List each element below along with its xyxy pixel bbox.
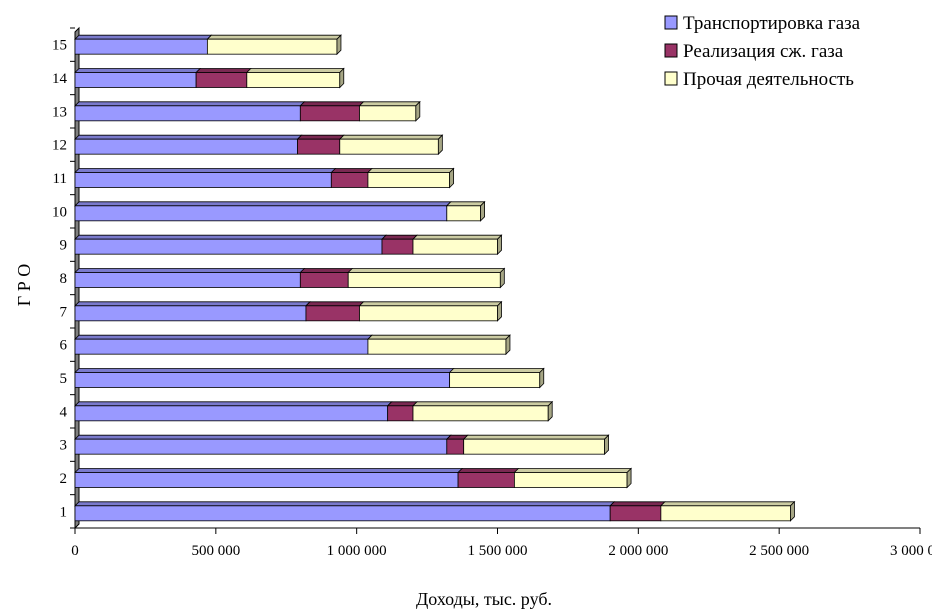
x-axis-title: Доходы, тыс. руб. [416,589,552,609]
legend-label-liquefied-gas: Реализация сж. газа [683,41,844,62]
legend-swatch-other [664,71,678,86]
category-label: 14 [52,71,68,87]
bar-segment [366,334,511,356]
bar-segment [358,300,503,322]
bar-segment [74,334,373,355]
category-label: 7 [60,304,68,320]
bar-segment [74,401,393,422]
bar-segment [366,167,455,189]
bar-segment [347,267,506,289]
category-label: 15 [52,38,67,54]
bar-segment [462,434,610,456]
bar-segment [74,101,306,122]
bar-segment [412,234,503,256]
bar-segment [74,134,303,155]
bar-segment [412,400,554,422]
x-tick-label: 3 000 000 [890,543,932,559]
legend-label-other: Прочая деятельность [683,69,854,90]
bar-segment [330,168,373,188]
x-tick-label: 1 000 000 [327,543,387,559]
category-label: 2 [60,471,68,487]
legend-swatch-liquefied-gas [664,43,678,58]
legend-swatch-transport [664,15,678,30]
category-label: 10 [52,204,67,220]
bar-segment [74,468,464,488]
bar-segment [448,367,545,389]
x-tick-label: 2 000 000 [608,543,668,559]
bar-segment [74,201,452,222]
bar-segment [74,301,311,322]
bar-segment [457,468,520,488]
x-tick-label: 2 500 000 [749,543,809,559]
bar-segment [299,101,365,122]
bar-segment [74,501,616,522]
x-tick-label: 0 [71,543,79,559]
bar-segment [381,234,418,255]
category-label: 13 [52,104,67,120]
bars [74,34,796,522]
bar-segment [74,434,452,455]
bar-segment [296,134,345,155]
bar-segment [74,268,306,288]
bar-segment [74,68,202,88]
y-axis-title: Г Р О [14,264,34,306]
bar-segment [305,301,365,322]
x-tick-labels: 0 500 000 1 000 000 1 500 000 2 000 000 2 500… [71,543,932,559]
x-tick-label: 500 000 [191,543,240,559]
x-tick-label: 1 500 000 [468,543,528,559]
bar-segment [74,34,213,55]
bar-segment [513,467,633,489]
legend-label-transport: Транспортировка газа [683,13,861,34]
category-label: 6 [60,338,68,354]
legend-item-other: Прочая деятельность [664,69,854,90]
bar-segment [74,168,337,188]
bar-segment [195,68,252,88]
legend-item-transport: Транспортировка газа [664,13,861,34]
bar-segment [386,401,418,422]
bar-segment [659,500,796,522]
bar-segment [245,67,345,89]
bar-segment [338,134,444,156]
bar-segment [445,200,486,222]
bar-segment [358,100,421,122]
bar-segment [299,268,354,288]
category-label: 5 [60,371,68,387]
bar-segment [74,234,387,255]
category-label: 3 [60,438,68,454]
legend-item-liquefied-gas: Реализация сж. газа [664,41,844,62]
bar-segment [206,34,342,56]
category-label: 9 [60,238,68,254]
category-label: 4 [60,404,68,420]
category-label: 8 [60,271,68,287]
category-label: 11 [53,171,67,187]
bar-segment [609,501,666,522]
legend: Транспортировка газа Реализация сж. газа… [664,13,861,90]
bar-segment [74,368,455,388]
category-label: 12 [52,138,67,154]
category-label: 1 [60,504,68,520]
